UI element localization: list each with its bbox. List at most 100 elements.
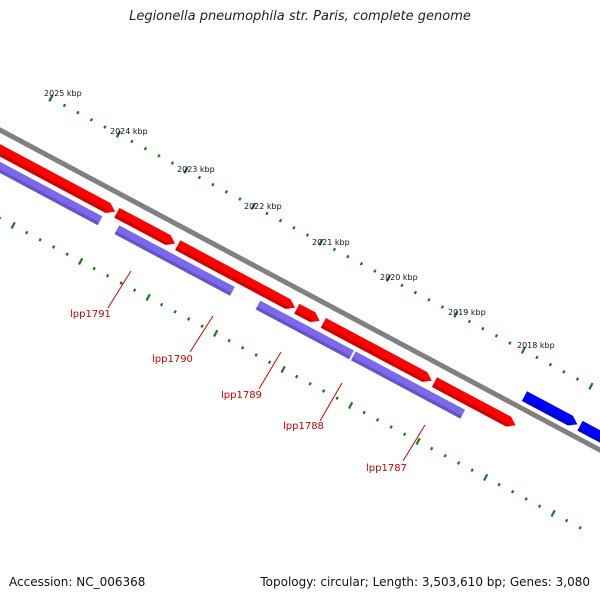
genome-summary-text: Topology: circular; Length: 3,503,610 bp… bbox=[260, 575, 590, 589]
inner-scale-minor-tick bbox=[456, 461, 461, 465]
inner-scale-minor-tick bbox=[564, 518, 569, 523]
gene-label-lpp1791: lpp1791 bbox=[70, 309, 111, 320]
outer-scale-major-tick bbox=[48, 94, 54, 102]
outer-scale-major-tick bbox=[115, 130, 122, 138]
tick-label: 2018 kbp bbox=[517, 341, 555, 350]
outer-scale-minor-tick bbox=[197, 175, 202, 180]
tick-layer bbox=[0, 94, 594, 530]
gene-feature bbox=[114, 225, 235, 296]
outer-scale-minor-tick bbox=[103, 125, 107, 129]
outer-scale-minor-tick bbox=[359, 262, 364, 266]
gene-label-lpp1788: lpp1788 bbox=[283, 421, 324, 432]
outer-scale-minor-tick bbox=[76, 110, 80, 115]
inner-scale-minor-tick bbox=[443, 453, 447, 458]
gene-label-lpp1787: lpp1787 bbox=[366, 463, 407, 474]
backbone-line bbox=[0, 127, 600, 453]
outer-scale-minor-tick bbox=[143, 146, 148, 151]
gene-feature bbox=[0, 161, 103, 226]
outer-scale-minor-tick bbox=[292, 226, 296, 230]
inner-scale-major-tick bbox=[78, 257, 84, 266]
inner-scale-minor-tick bbox=[537, 504, 542, 509]
outer-scale-minor-tick bbox=[346, 254, 350, 259]
gene-label-lpp1790: lpp1790 bbox=[152, 354, 193, 365]
reverse-cds-feature bbox=[521, 391, 578, 427]
inner-scale-minor-tick bbox=[429, 446, 434, 451]
outer-scale-minor-tick bbox=[130, 139, 134, 144]
forward-cds-feature bbox=[294, 303, 320, 323]
gene-label-leader bbox=[402, 424, 426, 462]
outer-scale-minor-tick bbox=[575, 377, 580, 381]
forward-cds-feature bbox=[114, 207, 175, 246]
gene-label-leader bbox=[258, 351, 282, 390]
inner-scale-minor-tick bbox=[470, 468, 474, 473]
outer-scale-major-tick bbox=[250, 202, 257, 210]
inner-scale-major-tick bbox=[213, 329, 219, 338]
outer-scale-minor-tick bbox=[562, 370, 566, 374]
tick-label: 2019 kbp bbox=[448, 308, 486, 317]
inner-scale-minor-tick bbox=[524, 497, 528, 501]
inner-scale-minor-tick bbox=[92, 266, 96, 271]
forward-cds-feature bbox=[431, 377, 516, 428]
inner-scale-minor-tick bbox=[173, 309, 177, 314]
outer-scale-minor-tick bbox=[211, 182, 215, 187]
gene-feature bbox=[255, 300, 354, 360]
inner-scale-minor-tick bbox=[578, 525, 582, 530]
outer-scale-minor-tick bbox=[373, 269, 377, 273]
features-layer bbox=[0, 144, 600, 443]
outer-scale-minor-tick bbox=[170, 161, 175, 165]
inner-scale-major-tick bbox=[482, 473, 489, 482]
inner-scale-minor-tick bbox=[335, 396, 339, 401]
inner-scale-minor-tick bbox=[294, 374, 299, 379]
reverse-cds-feature bbox=[577, 420, 600, 443]
outer-scale-major-tick bbox=[453, 310, 459, 318]
outer-scale-minor-tick bbox=[238, 197, 242, 201]
outer-scale-major-tick bbox=[588, 382, 594, 390]
inner-scale-minor-tick bbox=[132, 288, 137, 293]
outer-scale-minor-tick bbox=[427, 298, 431, 302]
forward-cds-feature bbox=[175, 240, 295, 310]
outer-scale-minor-tick bbox=[305, 233, 310, 237]
backbone-layer bbox=[0, 127, 600, 453]
inner-scale-minor-tick bbox=[254, 353, 258, 357]
outer-scale-minor-tick bbox=[332, 247, 337, 252]
inner-scale-minor-tick bbox=[38, 237, 42, 242]
outer-scale-minor-tick bbox=[224, 189, 229, 194]
gene-label-leader bbox=[189, 315, 214, 353]
map-title: Legionella pneumophila str. Paris, compl… bbox=[129, 9, 471, 24]
inner-scale-minor-tick bbox=[24, 230, 29, 235]
inner-scale-minor-tick bbox=[267, 360, 272, 365]
inner-scale-minor-tick bbox=[51, 245, 56, 249]
outer-scale-major-tick bbox=[318, 238, 324, 246]
inner-scale-minor-tick bbox=[510, 489, 515, 494]
outer-scale-minor-tick bbox=[62, 103, 67, 108]
inner-scale-major-tick bbox=[280, 365, 286, 374]
inner-scale-minor-tick bbox=[497, 482, 501, 487]
labels-layer: 2025 kbp 2024 kbp 2023 kbp 2022 kbp 2021 kbp… bbox=[44, 89, 555, 474]
inner-scale-minor-tick bbox=[375, 417, 380, 422]
inner-scale-minor-tick bbox=[362, 410, 366, 415]
gene-label-leader bbox=[319, 382, 343, 422]
inner-scale-minor-tick bbox=[321, 389, 326, 393]
inner-scale-major-tick bbox=[145, 293, 151, 302]
inner-scale-major-tick bbox=[415, 437, 421, 446]
outer-scale-minor-tick bbox=[548, 362, 553, 367]
outer-scale-minor-tick bbox=[265, 211, 269, 216]
inner-scale-minor-tick bbox=[240, 345, 245, 350]
gene-feature bbox=[350, 351, 465, 419]
inner-scale-major-tick bbox=[550, 509, 556, 518]
outer-scale-minor-tick bbox=[89, 117, 94, 122]
gene-label-lpp1789: lpp1789 bbox=[221, 390, 262, 401]
inner-scale-major-tick bbox=[348, 401, 354, 410]
outer-scale-minor-tick bbox=[508, 341, 512, 345]
inner-scale-major-tick bbox=[10, 221, 16, 230]
inner-scale-minor-tick bbox=[65, 252, 69, 257]
outer-scale-minor-tick bbox=[400, 283, 404, 288]
gene-label-leader bbox=[107, 270, 132, 309]
inner-scale-minor-tick bbox=[402, 432, 407, 437]
forward-cds-feature bbox=[0, 144, 116, 214]
tick-label: 2021 kbp bbox=[312, 238, 350, 247]
outer-scale-minor-tick bbox=[481, 326, 485, 331]
outer-scale-major-tick bbox=[183, 166, 189, 174]
inner-scale-minor-tick bbox=[227, 338, 231, 343]
